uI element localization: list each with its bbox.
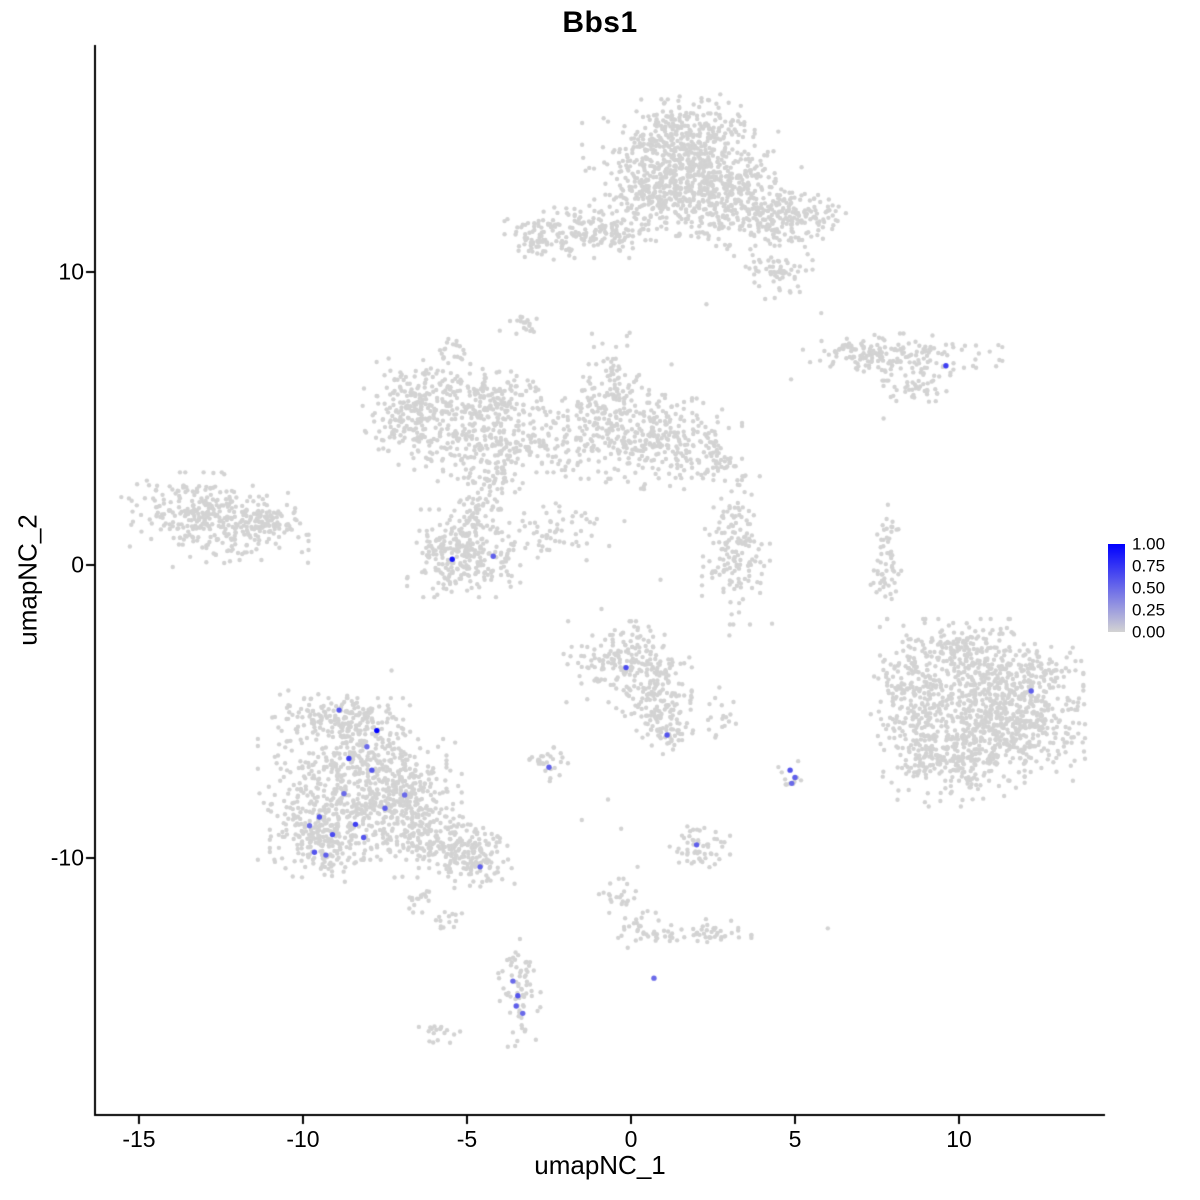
x-tick-label: -10 [286, 1126, 320, 1152]
plot-title: Bbs1 [562, 6, 638, 39]
legend-value-label: 1.00 [1132, 534, 1166, 554]
x-tick-label: 10 [946, 1126, 972, 1152]
legend-value-label: 0.25 [1132, 600, 1166, 620]
x-axis-title: umapNC_1 [534, 1150, 666, 1180]
x-tick-label: -15 [122, 1126, 156, 1152]
y-tick-label: 10 [58, 258, 84, 285]
legend-value-label: 0.00 [1132, 622, 1166, 642]
legend-value-label: 0.75 [1132, 556, 1166, 576]
legend-gradient-bar [1108, 544, 1125, 632]
x-tick-label: 5 [788, 1126, 802, 1152]
y-tick-label: -10 [50, 844, 84, 871]
x-tick-label: -5 [456, 1126, 478, 1152]
expression-legend: 1.00 0.75 0.50 0.25 0.00 [1108, 536, 1198, 644]
y-axis-title: umapNC_2 [12, 514, 43, 646]
legend-value-label: 0.50 [1132, 578, 1166, 598]
x-tick-label: 0 [624, 1126, 638, 1152]
y-tick-label: 0 [71, 551, 84, 578]
